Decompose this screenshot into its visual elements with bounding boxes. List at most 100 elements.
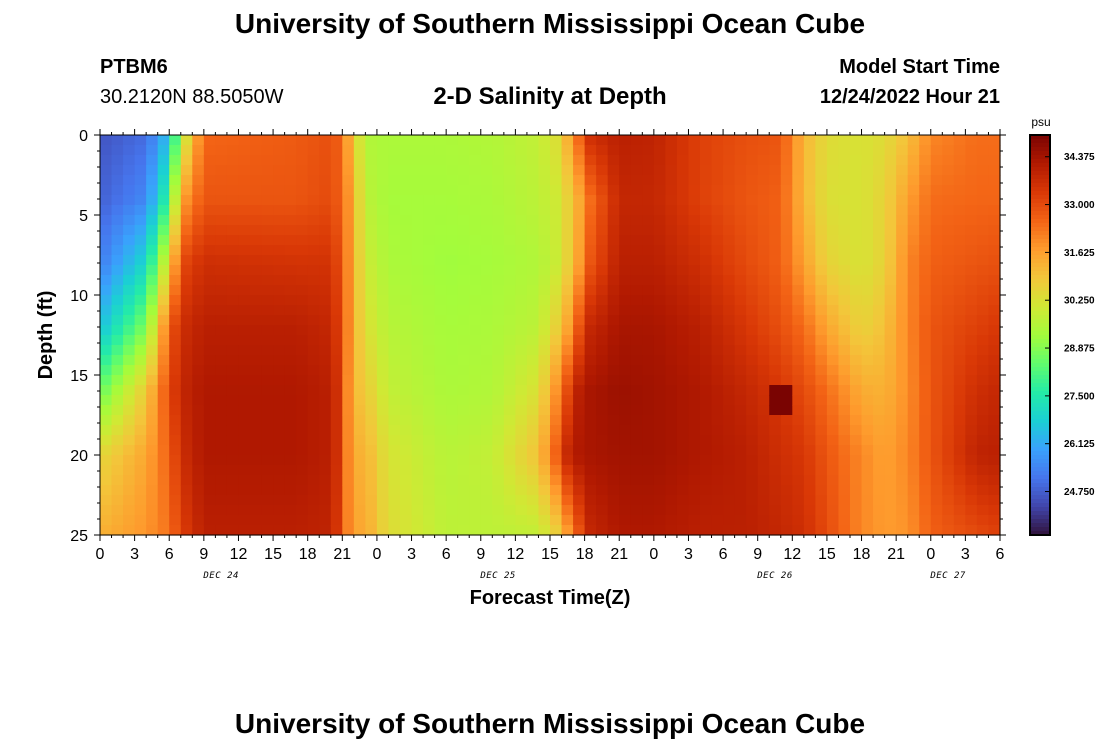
heatmap-cell [676, 225, 690, 236]
heatmap-cell [723, 345, 736, 356]
heatmap-cell [365, 175, 378, 186]
heatmap-cell [953, 215, 966, 226]
heatmap-cell [780, 325, 793, 336]
heatmap-cell [769, 135, 782, 146]
heatmap-cell [538, 375, 551, 386]
heatmap-cell [573, 205, 586, 216]
heatmap-cell [376, 325, 390, 336]
heatmap-cell [100, 325, 113, 336]
heatmap-cell [746, 195, 759, 206]
heatmap-cell [180, 505, 193, 516]
heatmap-cell [884, 485, 897, 496]
heatmap-cell [734, 505, 747, 516]
heatmap-cell [907, 215, 920, 226]
heatmap-cell [192, 245, 205, 256]
heatmap-cell [919, 395, 932, 406]
heatmap-cell [146, 415, 159, 426]
heatmap-cell [134, 455, 147, 466]
heatmap-cell [873, 215, 886, 226]
heatmap-cell [388, 455, 401, 466]
heatmap-cell [123, 395, 136, 406]
heatmap-cell [319, 365, 332, 376]
heatmap-cell [238, 515, 251, 526]
heatmap-cell [619, 335, 632, 346]
heatmap-cell [630, 205, 643, 216]
heatmap-cell [930, 185, 943, 196]
heatmap-cell [953, 425, 966, 436]
heatmap-cell [619, 445, 632, 456]
heatmap-cell [457, 485, 470, 496]
heatmap-cell [180, 435, 193, 446]
heatmap-cell [296, 175, 309, 186]
heatmap-cell [907, 525, 920, 536]
heatmap-cell [723, 325, 736, 336]
heatmap-cell [711, 375, 724, 386]
colorbar-segment [1030, 187, 1050, 192]
heatmap-cell [226, 255, 240, 266]
heatmap-cell [238, 195, 251, 206]
heatmap-cell [700, 325, 713, 336]
heatmap-cell [907, 425, 920, 436]
colorbar-segment [1030, 515, 1050, 520]
x-tick-label: 15 [541, 546, 559, 563]
heatmap-cell [815, 525, 828, 536]
heatmap-cell [342, 185, 355, 196]
heatmap-cell [284, 145, 297, 156]
heatmap-cell [169, 295, 182, 306]
heatmap-cell [746, 165, 759, 176]
heatmap-cell [146, 495, 159, 506]
heatmap-cell [250, 375, 263, 386]
heatmap-cell [203, 275, 216, 286]
heatmap-cell [550, 315, 563, 326]
heatmap-cell [723, 455, 736, 466]
heatmap-cell [792, 335, 805, 346]
heatmap-cell [988, 375, 1001, 386]
heatmap-cell [134, 365, 147, 376]
heatmap-cell [273, 355, 286, 366]
heatmap-cell [192, 425, 205, 436]
heatmap-cell [976, 215, 990, 226]
heatmap-cell [100, 485, 113, 496]
heatmap-cell [365, 145, 378, 156]
heatmap-cell [100, 515, 113, 526]
heatmap-cell [734, 515, 747, 526]
heatmap-cell [423, 415, 436, 426]
heatmap-cell [388, 215, 401, 226]
heatmap-cell [515, 525, 528, 536]
heatmap-cell [884, 515, 897, 526]
heatmap-cell [861, 385, 874, 396]
heatmap-cell [503, 295, 516, 306]
heatmap-cell [573, 425, 586, 436]
heatmap-cell [873, 425, 886, 436]
heatmap-cell [261, 315, 274, 326]
heatmap-cell [619, 395, 632, 406]
heatmap-cell [123, 505, 136, 516]
heatmap-cell [653, 225, 666, 236]
colorbar-segment [1030, 443, 1050, 448]
heatmap-cell [792, 145, 805, 156]
heatmap-cell [596, 465, 609, 476]
heatmap-cell [619, 515, 632, 526]
heatmap-cell [111, 305, 124, 316]
heatmap-cell [365, 475, 378, 486]
heatmap-cell [400, 245, 413, 256]
heatmap-cell [561, 475, 574, 486]
heatmap-cell [376, 135, 390, 146]
heatmap-cell [296, 265, 309, 276]
heatmap-cell [169, 485, 182, 496]
heatmap-cell [515, 155, 528, 166]
heatmap-cell [180, 525, 193, 536]
heatmap-cell [203, 145, 216, 156]
heatmap-cell [919, 175, 932, 186]
heatmap-cell [930, 245, 943, 256]
heatmap-cell [919, 225, 932, 236]
heatmap-cell [180, 225, 193, 236]
heatmap-cell [792, 155, 805, 166]
heatmap-cell [434, 175, 447, 186]
heatmap-cell [561, 375, 574, 386]
heatmap-cell [157, 275, 170, 286]
heatmap-cell [261, 235, 274, 246]
heatmap-cell [711, 135, 724, 146]
heatmap-cell [873, 155, 886, 166]
heatmap-cell [238, 145, 251, 156]
